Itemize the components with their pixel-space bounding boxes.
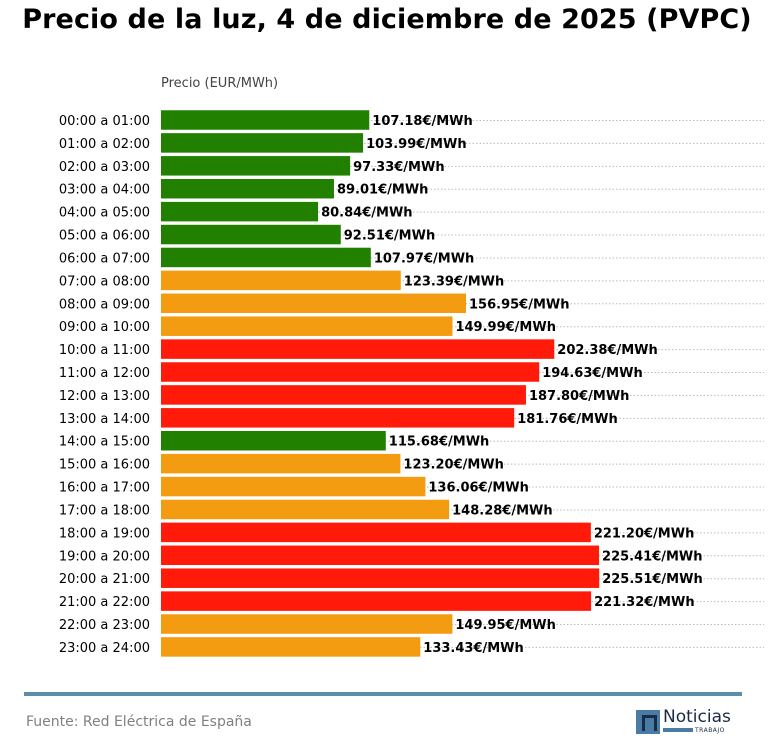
data-label: 148.28€/MWh [452,503,553,518]
bar [161,499,450,520]
tick-label: 02:00 a 03:00 [59,160,150,175]
data-label: 149.95€/MWh [455,618,556,633]
logo-text: Noticias [663,707,731,727]
bar [161,110,370,130]
data-label: 225.41€/MWh [602,549,703,564]
bar [161,362,540,382]
bar [161,568,600,588]
bar [161,453,401,474]
bar [161,614,453,634]
bar [161,270,401,291]
tick-label: 21:00 a 22:00 [59,595,150,610]
bar [161,476,426,497]
data-label: 187.80€/MWh [529,389,630,404]
logo-mark-icon [636,710,660,734]
data-label: 107.97€/MWh [374,251,475,266]
tick-label: 05:00 a 06:00 [59,229,150,244]
data-label: 80.84€/MWh [321,206,412,221]
tick-label: 20:00 a 21:00 [59,572,150,587]
data-label: 103.99€/MWh [366,137,467,152]
tick-label: 10:00 a 11:00 [59,343,150,358]
bar [161,545,600,566]
data-label: 225.51€/MWh [602,572,703,587]
data-label: 181.76€/MWh [517,412,618,427]
logo-subtext: TRABAJO [695,727,725,734]
bar [161,156,351,176]
bar [161,408,515,428]
data-label: 221.32€/MWh [594,595,695,610]
brand-logo: Noticias TRABAJO [636,707,736,737]
tick-label: 04:00 a 05:00 [59,206,150,221]
data-label: 92.51€/MWh [344,229,435,244]
tick-label: 15:00 a 16:00 [59,458,150,473]
data-label: 115.68€/MWh [389,435,490,450]
bar [161,247,371,268]
tick-label: 12:00 a 13:00 [59,389,150,404]
data-label: 156.95€/MWh [469,297,570,312]
tick-label: 11:00 a 12:00 [59,366,150,381]
bar [161,385,526,405]
tick-label: 18:00 a 19:00 [59,526,150,541]
tick-label: 01:00 a 02:00 [59,137,150,152]
data-label: 149.99€/MWh [455,320,556,335]
tick-label: 23:00 a 24:00 [59,641,150,656]
bar [161,293,467,314]
data-label: 136.06€/MWh [428,481,529,496]
data-label: 133.43€/MWh [423,641,524,656]
bar [161,339,555,359]
bar [161,224,341,245]
bar [161,522,591,543]
tick-label: 13:00 a 14:00 [59,412,150,427]
bar [161,133,364,153]
bar [161,178,334,199]
logo-bar [663,728,693,732]
data-label: 202.38€/MWh [557,343,658,358]
tick-label: 14:00 a 15:00 [59,435,150,450]
bar [161,637,421,657]
data-label: 123.20€/MWh [403,458,504,473]
bar [161,316,453,336]
source-note: Fuente: Red Eléctrica de España [26,714,252,730]
bar [161,591,592,611]
tick-label: 16:00 a 17:00 [59,481,150,496]
tick-label: 03:00 a 04:00 [59,183,150,198]
data-label: 123.39€/MWh [404,274,505,289]
bar [161,201,319,222]
bar [161,430,386,451]
footer-rule [24,692,742,696]
data-label: 89.01€/MWh [337,183,428,198]
chart-title: Precio de la luz, 4 de diciembre de 2025… [22,4,752,35]
data-label: 107.18€/MWh [372,114,473,129]
tick-label: 07:00 a 08:00 [59,274,150,289]
tick-label: 09:00 a 10:00 [59,320,150,335]
tick-label: 06:00 a 07:00 [59,251,150,266]
tick-label: 22:00 a 23:00 [59,618,150,633]
tick-label: 00:00 a 01:00 [59,114,150,129]
tick-label: 19:00 a 20:00 [59,549,150,564]
tick-label: 08:00 a 09:00 [59,297,150,312]
data-label: 221.20€/MWh [594,526,695,541]
data-label: 194.63€/MWh [542,366,643,381]
axis-label: Precio (EUR/MWh) [161,76,278,91]
bar-chart: Precio (EUR/MWh) 00:00 a 01:00 107.18€/MWh… [59,76,764,657]
tick-label: 17:00 a 18:00 [59,503,150,518]
data-label: 97.33€/MWh [353,160,444,175]
